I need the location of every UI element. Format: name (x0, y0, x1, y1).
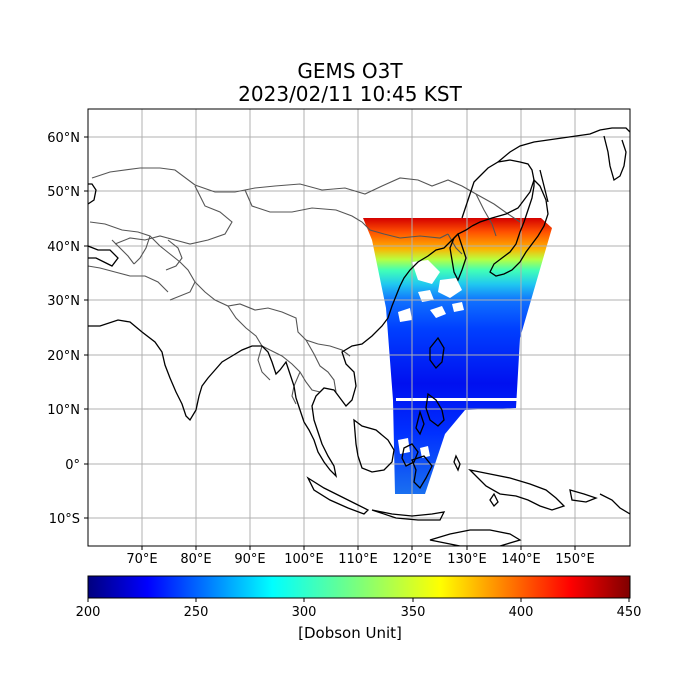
lon-tick-label: 130°E (447, 552, 487, 567)
map-subtitle: 2023/02/11 10:45 KST (238, 82, 462, 106)
lat-tick-labels: 60°N 50°N 40°N 30°N 20°N 10°N 0° 10°S (47, 131, 80, 527)
lat-tick-label: 40°N (47, 240, 80, 255)
map-title: GEMS O3T (297, 59, 403, 83)
colorbar-tick-labels: 200 250 300 350 400 450 (76, 605, 642, 620)
lon-tick-label: 100°E (284, 552, 324, 567)
lon-tick-label: 150°E (555, 552, 595, 567)
colorbar-label: [Dobson Unit] (298, 624, 402, 642)
colorbar-tick-label: 450 (617, 605, 642, 620)
lon-tick-labels: 70°E 80°E 90°E 100°E 110°E 120°E 130°E 1… (126, 552, 594, 567)
lon-tick-label: 80°E (180, 552, 211, 567)
colorbar-tick-marks (87, 598, 630, 602)
colorbar-tick-label: 300 (292, 605, 317, 620)
coastlines (88, 127, 630, 546)
lat-tick-label: 50°N (47, 185, 80, 200)
lon-tick-marks (141, 546, 576, 550)
lat-tick-label: 20°N (47, 349, 80, 364)
lat-tick-label: 30°N (47, 294, 80, 309)
missing-data-patches (396, 260, 518, 458)
colorbar (87, 575, 631, 599)
colorbar-tick-label: 250 (184, 605, 209, 620)
lat-tick-label: 10°N (47, 403, 80, 418)
colorbar-tick-label: 400 (509, 605, 534, 620)
colorbar-tick-label: 200 (76, 605, 101, 620)
lon-tick-label: 90°E (234, 552, 265, 567)
lat-tick-label: 60°N (47, 131, 80, 146)
lon-tick-label: 110°E (338, 552, 378, 567)
lat-tick-marks (84, 136, 88, 519)
colorbar-tick-label: 350 (401, 605, 426, 620)
lon-tick-label: 70°E (126, 552, 157, 567)
ozone-swath (363, 218, 552, 494)
lat-tick-label: 0° (65, 458, 80, 473)
lat-tick-label: 10°S (49, 512, 80, 527)
map-frame (87, 108, 631, 547)
lon-tick-label: 140°E (501, 552, 541, 567)
map-area (88, 109, 630, 546)
lon-tick-label: 120°E (392, 552, 432, 567)
graticule (88, 109, 630, 546)
